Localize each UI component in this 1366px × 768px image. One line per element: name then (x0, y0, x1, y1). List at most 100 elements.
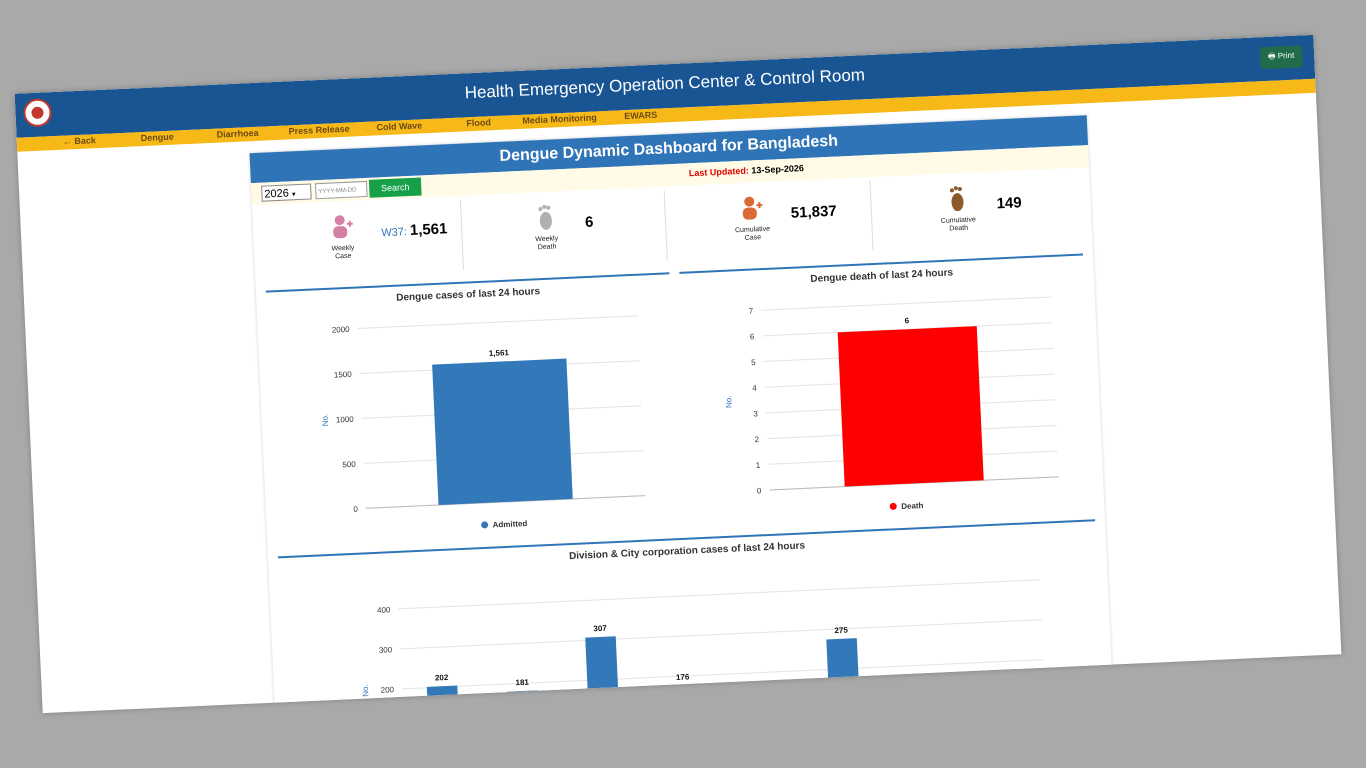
grid-line (762, 322, 1053, 337)
summary-cards: Weekly Case W37: 1,561 Weekly Death 6 Cumul… (252, 167, 1093, 283)
user-plus-icon (333, 215, 353, 239)
data-label: 1,561 (489, 348, 510, 358)
card-cumulative-case: Cumulative Case 51,837 (669, 181, 874, 261)
cumulative-case-value: 51,837 (790, 202, 838, 222)
nav-diarrhoea[interactable]: Diarrhoea (216, 127, 259, 140)
data-label: 144 (757, 682, 771, 692)
division-cases-panel: Division & City corporation cases of las… (277, 519, 1104, 714)
value: 1,561 (409, 220, 448, 240)
bar (432, 358, 573, 505)
bar (826, 638, 862, 714)
y-tick-label: 6 (750, 332, 755, 341)
y-axis-label: No. (361, 684, 371, 697)
legend-marker (481, 521, 489, 529)
cumulative-case-caption: Cumulative Case (729, 225, 776, 243)
data-label: 275 (834, 626, 848, 636)
footprint-icon (949, 186, 964, 212)
y-tick-label: 1 (756, 461, 761, 470)
grid-line (398, 579, 1040, 610)
cases-24h-chart: 0 500 1000 1500 2000 No. 1,561 Admitted (320, 315, 646, 530)
chevron-down-icon: ▾ (291, 191, 296, 199)
caption-line2: Case (744, 234, 762, 242)
weekly-death-caption: Weekly Death (524, 235, 571, 253)
y-tick-label: 0 (757, 486, 762, 495)
y-tick-label: 0 (353, 505, 358, 514)
death-24h-chart: 0 1 2 3 4 5 6 7 No. 6 Death (724, 296, 1060, 511)
data-label: 176 (676, 672, 690, 682)
year-select[interactable]: 2026 ▾ (261, 183, 312, 202)
bar (989, 699, 1023, 714)
nav-press-release[interactable]: Press Release (288, 123, 350, 137)
weekly-case-caption: Weekly Case (320, 244, 367, 262)
caption-line2: Death (537, 243, 557, 252)
user-plus-icon (742, 196, 763, 220)
card-weekly-case: Weekly Case W37: 1,561 (260, 199, 465, 279)
grid-line (761, 296, 1051, 311)
week-number: W37: (381, 226, 408, 240)
caption-line2: Death (949, 224, 969, 233)
search-button[interactable]: Search (368, 177, 422, 198)
data-label: 104 (998, 687, 1012, 697)
card-cumulative-death: Cumulative Death 149 (875, 172, 1078, 251)
nav-dengue[interactable]: Dengue (140, 131, 174, 144)
y-tick-label: 7 (749, 307, 754, 316)
caption-line2: Case (335, 252, 352, 261)
y-tick-label: 5 (751, 358, 756, 367)
bar (667, 685, 702, 714)
nav-back-label: Back (74, 135, 97, 147)
caption-line1: Weekly (535, 235, 559, 244)
data-label: 93 (920, 695, 930, 704)
weekly-death-value: 6 (584, 213, 594, 232)
y-tick-label: 2000 (332, 325, 351, 335)
data-label: 202 (435, 673, 449, 683)
grid-line (403, 699, 1046, 714)
print-button[interactable]: 🖶 Print (1259, 45, 1303, 70)
cumulative-death-caption: Cumulative Death (935, 216, 982, 234)
card-weekly-death: Weekly Death 6 (463, 190, 668, 270)
bar (909, 707, 942, 714)
last-updated-label: Last Updated: (688, 165, 750, 179)
caption-line1: Cumulative (940, 216, 976, 225)
grid-line (357, 315, 638, 329)
y-tick-label: 4 (752, 384, 757, 393)
nav-media-monitoring[interactable]: Media Monitoring (522, 112, 598, 126)
y-tick-label: 200 (380, 685, 394, 695)
date-input[interactable]: YYYY-MM-DD (314, 180, 368, 200)
y-tick-label: 500 (342, 460, 356, 470)
y-tick-label: 1000 (336, 415, 355, 425)
bar (748, 694, 782, 714)
bar (585, 636, 622, 714)
grid-line (400, 619, 1042, 650)
y-tick-label: 1500 (334, 370, 353, 380)
arrow-left-icon: ← (62, 136, 73, 147)
data-label: 307 (593, 624, 607, 634)
cumulative-death-value: 149 (996, 194, 1023, 213)
legend-label: Admitted (492, 519, 527, 530)
nav-cold-wave[interactable]: Cold Wave (376, 120, 423, 133)
dengue-dashboard: Dengue Dynamic Dashboard for Bangladesh … (249, 115, 1114, 714)
y-tick-label: 400 (377, 605, 391, 615)
data-label: 6 (904, 316, 909, 325)
year-value: 2026 (264, 187, 290, 201)
legend-marker (889, 502, 897, 510)
y-tick-label: 3 (753, 409, 758, 418)
legend-label: Death (901, 501, 924, 511)
bar (507, 690, 542, 714)
data-label: 181 (515, 678, 529, 688)
weekly-case-value: W37: 1,561 (381, 220, 448, 240)
nav-flood[interactable]: Flood (466, 117, 492, 129)
footprint-icon (538, 204, 552, 230)
bar (426, 685, 461, 714)
caption-line1: Cumulative (734, 225, 771, 235)
death-24h-panel: Dengue death of last 24 hours 0 1 2 3 4 5 6 7 No… (679, 253, 1094, 530)
nav-ewars[interactable]: EWARS (624, 109, 658, 122)
y-tick-label: 300 (379, 645, 393, 655)
last-updated: Last Updated: 13-Sep-2026 (689, 163, 804, 178)
nav-back[interactable]: ← Back (63, 135, 96, 146)
caption-line1: Weekly (331, 244, 355, 253)
last-updated-value: 13-Sep-2026 (751, 163, 805, 176)
browser-page: Health Emergency Operation Center & Cont… (14, 34, 1342, 714)
y-axis-label: No. (724, 395, 734, 408)
cases-24h-panel: Dengue cases of last 24 hours 0 500 1000 15… (265, 272, 681, 548)
y-axis-label: No. (320, 414, 330, 427)
